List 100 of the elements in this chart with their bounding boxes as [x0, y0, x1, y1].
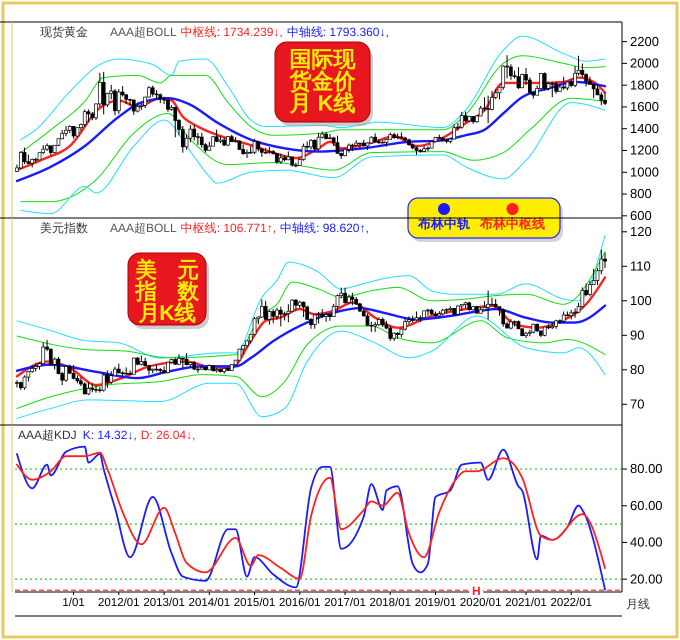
- y-tick-label: 40.00: [630, 534, 663, 550]
- candlestick: [241, 144, 245, 156]
- candlestick: [22, 147, 26, 165]
- candlestick: [592, 83, 596, 99]
- candlestick: [192, 124, 196, 141]
- candlestick: [278, 306, 283, 327]
- candlestick: [192, 360, 196, 371]
- x-tick-label: 2022/01: [550, 597, 592, 610]
- candlestick: [347, 143, 351, 154]
- x-tick-label: 2016/01: [278, 597, 321, 610]
- candlestick: [264, 300, 268, 320]
- y-tick-label: 60.00: [630, 498, 663, 513]
- x-tick-label: 2019/01: [414, 597, 456, 610]
- candlestick: [173, 106, 178, 138]
- y-tick-label: 600: [630, 208, 652, 223]
- candlestick: [550, 81, 554, 98]
- candlestick: [531, 323, 536, 334]
- chart-subtitle: AAA超BOLL: [110, 221, 178, 235]
- candlestick: [452, 124, 456, 140]
- x-tick-label: 1/01: [62, 597, 85, 610]
- candlestick: [486, 95, 490, 124]
- x-tick-label: 2014/01: [188, 597, 230, 610]
- y-tick-label: 110: [630, 258, 651, 274]
- annotation: 指 数: [134, 279, 200, 304]
- candlestick: [562, 310, 566, 323]
- annotation: 中枢线: 106.771↑,: [180, 221, 276, 235]
- candlestick: [501, 308, 506, 328]
- candlestick: [109, 370, 114, 384]
- candlestick: [509, 318, 513, 330]
- x-tick-label: 2018/01: [369, 597, 412, 610]
- candlestick: [268, 310, 272, 326]
- candlestick: [18, 150, 23, 170]
- annotation: 月K线: [137, 300, 196, 325]
- candlestick: [603, 92, 607, 106]
- candlestick: [147, 364, 151, 376]
- candlestick: [294, 298, 298, 311]
- x-tick-label: 2017/01: [324, 597, 366, 610]
- candlestick: [286, 304, 290, 323]
- candlestick: [554, 80, 558, 94]
- candlestick: [569, 309, 574, 320]
- candlestick: [106, 370, 110, 388]
- y-tick-label: 100: [630, 292, 652, 308]
- text: 月线: [626, 597, 650, 611]
- y-tick-label: 2000: [630, 56, 659, 71]
- annotation: 中轴线: 98.620↑,: [280, 221, 369, 235]
- candlestick: [278, 153, 283, 164]
- chart-title: 现货黄金: [40, 25, 88, 39]
- x-tick-label: 2015/01: [234, 597, 276, 610]
- candlestick: [271, 308, 276, 324]
- candlestick: [226, 136, 230, 147]
- candlestick: [312, 314, 317, 330]
- candlestick: [414, 310, 418, 322]
- legend-label: 布林中轨: [417, 216, 470, 231]
- x-tick-label: 2021/01: [505, 597, 547, 610]
- candlestick: [139, 355, 144, 366]
- candlestick: [302, 300, 306, 318]
- chart-title: AAA超KDJ: [18, 428, 77, 442]
- candlestick: [316, 311, 320, 324]
- y-tick-label: 1800: [630, 77, 659, 92]
- y-tick-label: 1000: [630, 164, 659, 180]
- candlestick: [599, 92, 604, 106]
- y-tick-label: 80: [630, 362, 644, 377]
- y-tick-label: 1400: [630, 120, 659, 136]
- chart-subtitle: AAA超BOLL: [110, 25, 178, 39]
- candlestick: [252, 138, 256, 155]
- line-series: [16, 304, 606, 380]
- candlestick: [166, 97, 170, 112]
- y-tick-label: 80.00: [630, 461, 663, 476]
- annotation: D: 26.04↓,: [140, 428, 196, 442]
- candlestick: [588, 280, 592, 297]
- candlestick: [373, 132, 378, 144]
- candlestick: [542, 72, 547, 92]
- candlestick: [486, 290, 490, 320]
- y-tick-label: 1600: [630, 99, 659, 114]
- candlestick: [22, 374, 26, 390]
- candlestick: [403, 318, 407, 331]
- candlestick: [132, 357, 136, 376]
- chart-title: 美元指数: [40, 221, 88, 235]
- y-tick-label: 20.00: [630, 571, 663, 586]
- candlestick: [136, 102, 140, 113]
- candlestick: [490, 297, 494, 306]
- y-tick-label: 90: [630, 327, 644, 342]
- candlestick: [113, 88, 117, 116]
- candlestick: [214, 129, 218, 143]
- candlestick: [72, 364, 76, 380]
- candlestick: [184, 352, 188, 366]
- candlestick: [132, 99, 136, 116]
- ref-line-label: H: [472, 584, 481, 598]
- candlestick: [309, 138, 313, 150]
- x-tick-label: 2020/01: [460, 597, 502, 610]
- candlestick: [460, 111, 464, 130]
- candlestick: [343, 287, 347, 304]
- candlestick: [312, 138, 317, 151]
- candlestick: [275, 152, 279, 164]
- candlestick: [260, 298, 264, 319]
- candlestick: [64, 364, 68, 382]
- candlestick: [373, 321, 378, 332]
- candlestick: [64, 126, 68, 137]
- candlestick: [562, 76, 566, 90]
- candlestick: [542, 326, 547, 337]
